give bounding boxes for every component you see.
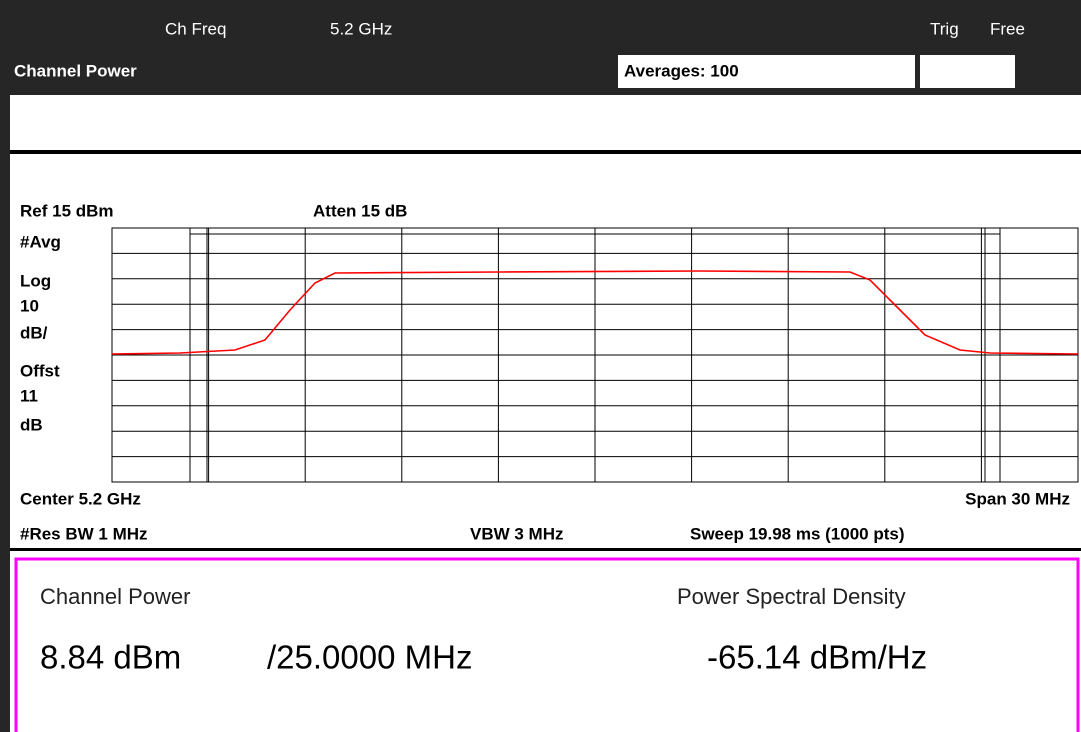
scale-label: dB/ (20, 323, 48, 342)
results-panel (14, 557, 1080, 732)
atten: Atten 15 dB (313, 201, 407, 220)
ch-freq-label: Ch Freq (165, 19, 226, 38)
scale-label: Log (20, 271, 51, 290)
channel-power: 8.84 dBm (40, 639, 181, 676)
averages: Averages: 100 (624, 61, 739, 80)
center-freq: Center 5.2 GHz (20, 489, 141, 508)
header-bar (0, 0, 1081, 95)
scale-label: Offst (20, 361, 60, 380)
span: Span 30 MHz (965, 489, 1070, 508)
channel-power-label: Channel Power (40, 584, 190, 609)
res-bw: #Res BW 1 MHz (20, 524, 148, 543)
averages-box (618, 55, 915, 88)
psd-label: Power Spectral Density (677, 584, 906, 609)
vbw: VBW 3 MHz (470, 524, 564, 543)
trig-value: Free (990, 19, 1025, 38)
scale-label: #Avg (20, 232, 61, 251)
separator (10, 548, 1081, 551)
sweep: Sweep 19.98 ms (1000 pts) (690, 524, 905, 543)
mode-title: Channel Power (14, 61, 137, 80)
left-strip (0, 0, 10, 732)
psd: -65.14 dBm/Hz (707, 639, 927, 676)
blank-box (920, 55, 1015, 88)
trace (111, 270, 1079, 355)
scale-label: 11 (20, 386, 38, 405)
graticule (111, 227, 1079, 483)
scale-label: dB (20, 415, 43, 434)
trig-label: Trig (930, 19, 959, 38)
ch-freq-value: 5.2 GHz (330, 19, 392, 38)
bandwidth: /25.0000 MHz (267, 639, 472, 676)
ref-level: Ref 15 dBm (20, 201, 114, 220)
scale-label: 10 (20, 296, 39, 315)
separator (10, 150, 1081, 154)
